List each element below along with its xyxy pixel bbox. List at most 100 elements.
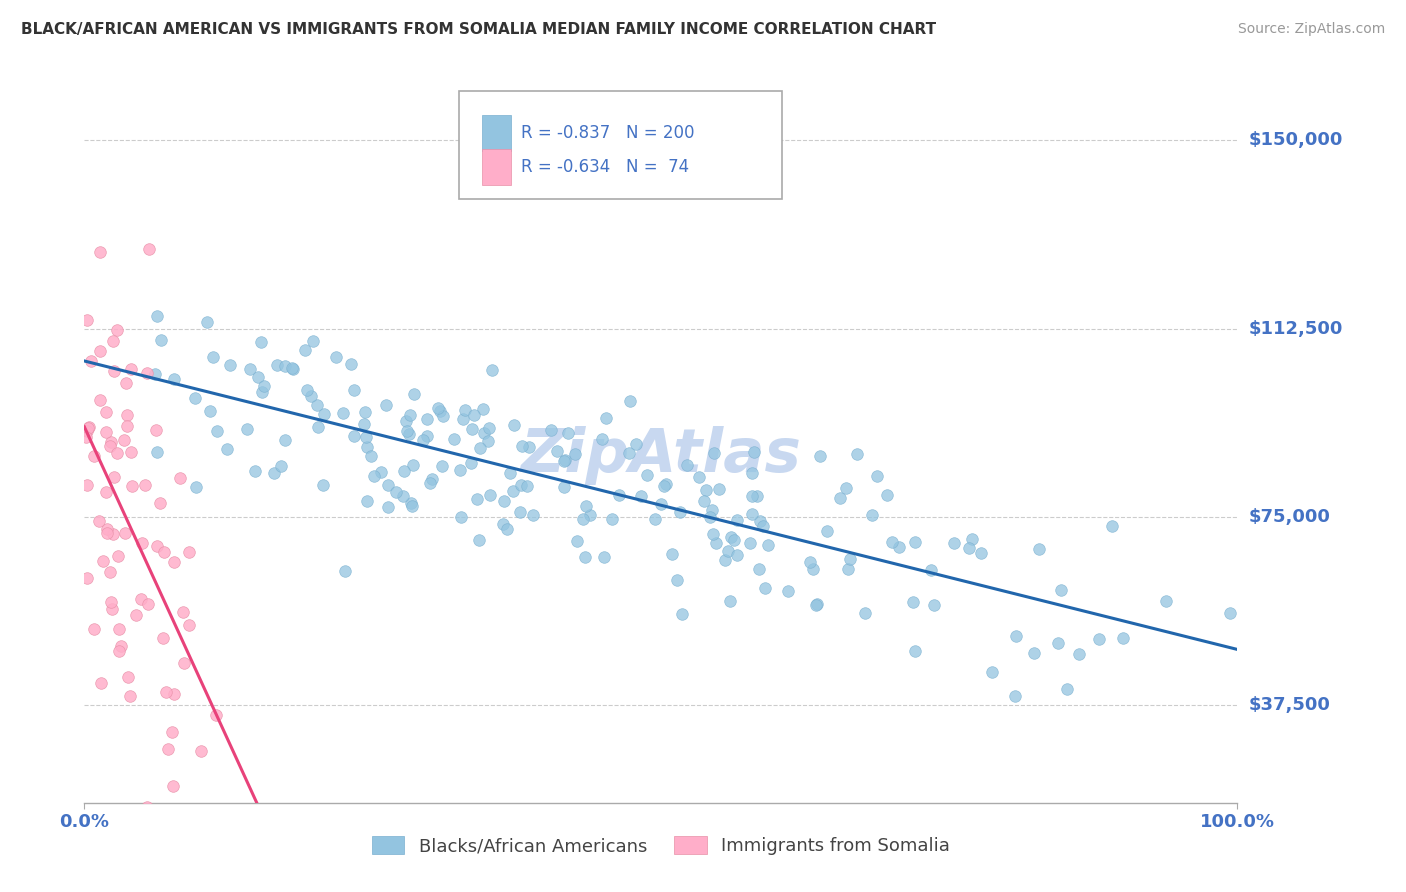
Point bbox=[838, 552, 860, 566]
Point bbox=[903, 595, 925, 609]
Point bbox=[502, 418, 524, 433]
Point bbox=[114, 526, 136, 541]
Point bbox=[494, 493, 516, 508]
Point bbox=[454, 402, 477, 417]
Point bbox=[120, 362, 142, 376]
Point bbox=[246, 369, 269, 384]
Point bbox=[363, 469, 385, 483]
Point bbox=[776, 583, 799, 598]
Point bbox=[162, 779, 184, 793]
Point bbox=[96, 526, 118, 541]
Point bbox=[314, 407, 336, 421]
Point bbox=[553, 480, 575, 494]
Point bbox=[340, 357, 363, 371]
Point bbox=[799, 555, 821, 569]
Point bbox=[83, 622, 105, 636]
Point bbox=[162, 687, 184, 701]
Point bbox=[756, 538, 779, 552]
Point bbox=[98, 565, 121, 579]
Point bbox=[748, 514, 770, 528]
Point bbox=[808, 449, 831, 463]
Point bbox=[294, 343, 316, 357]
Point bbox=[325, 350, 347, 364]
Point bbox=[136, 597, 159, 611]
Point bbox=[419, 476, 441, 491]
Point bbox=[876, 488, 898, 502]
Point bbox=[308, 420, 330, 434]
Text: R = -0.634   N =  74: R = -0.634 N = 74 bbox=[522, 158, 689, 176]
Point bbox=[630, 489, 652, 503]
Point bbox=[742, 445, 765, 459]
Point bbox=[718, 593, 741, 607]
Point bbox=[115, 419, 138, 434]
Point bbox=[115, 376, 138, 390]
Point bbox=[250, 384, 273, 399]
Point bbox=[153, 544, 176, 558]
Point bbox=[449, 463, 471, 477]
Point bbox=[219, 359, 242, 373]
Point bbox=[451, 412, 474, 426]
Point bbox=[117, 670, 139, 684]
Point bbox=[1046, 636, 1069, 650]
Point bbox=[94, 485, 117, 500]
Point bbox=[477, 434, 499, 448]
Point bbox=[479, 488, 502, 502]
Point bbox=[510, 439, 533, 453]
Point bbox=[725, 513, 748, 527]
Point bbox=[89, 392, 111, 407]
Point bbox=[509, 505, 531, 519]
Point bbox=[135, 366, 157, 380]
Point bbox=[420, 472, 443, 486]
Point bbox=[1219, 606, 1241, 620]
Text: $37,500: $37,500 bbox=[1249, 696, 1330, 714]
Point bbox=[100, 595, 122, 609]
Point bbox=[499, 467, 522, 481]
Point bbox=[120, 690, 142, 704]
Point bbox=[274, 359, 297, 373]
Point bbox=[179, 545, 201, 559]
Point bbox=[96, 425, 118, 439]
Point bbox=[145, 423, 167, 437]
Point bbox=[593, 550, 616, 565]
Point bbox=[152, 632, 174, 646]
FancyBboxPatch shape bbox=[482, 115, 510, 151]
Point bbox=[575, 499, 598, 513]
Point bbox=[540, 423, 562, 437]
Point bbox=[205, 708, 228, 723]
Point bbox=[105, 323, 128, 337]
Point bbox=[83, 449, 105, 463]
Point bbox=[131, 592, 153, 607]
Point bbox=[157, 742, 180, 756]
Point bbox=[295, 383, 318, 397]
FancyBboxPatch shape bbox=[482, 149, 510, 185]
Point bbox=[546, 443, 568, 458]
Point bbox=[146, 309, 169, 323]
Point bbox=[103, 469, 125, 483]
Point bbox=[502, 484, 524, 499]
Point bbox=[707, 482, 730, 496]
Point bbox=[443, 433, 465, 447]
Point bbox=[253, 379, 276, 393]
Point bbox=[385, 484, 408, 499]
Point bbox=[468, 533, 491, 547]
Point bbox=[741, 489, 763, 503]
Point bbox=[149, 496, 172, 510]
Point bbox=[904, 643, 927, 657]
Point bbox=[481, 363, 503, 377]
Point bbox=[399, 408, 422, 422]
Point bbox=[163, 555, 186, 569]
Point bbox=[395, 414, 418, 428]
Point bbox=[572, 511, 595, 525]
Point bbox=[1112, 631, 1135, 645]
Point bbox=[688, 470, 710, 484]
Point bbox=[101, 601, 124, 615]
Point bbox=[745, 489, 768, 503]
Point bbox=[91, 554, 114, 568]
Point bbox=[704, 536, 727, 550]
Point bbox=[866, 469, 889, 483]
Point bbox=[1050, 582, 1073, 597]
FancyBboxPatch shape bbox=[460, 91, 782, 200]
Point bbox=[200, 404, 222, 418]
Point bbox=[100, 434, 122, 449]
Point bbox=[354, 430, 377, 444]
